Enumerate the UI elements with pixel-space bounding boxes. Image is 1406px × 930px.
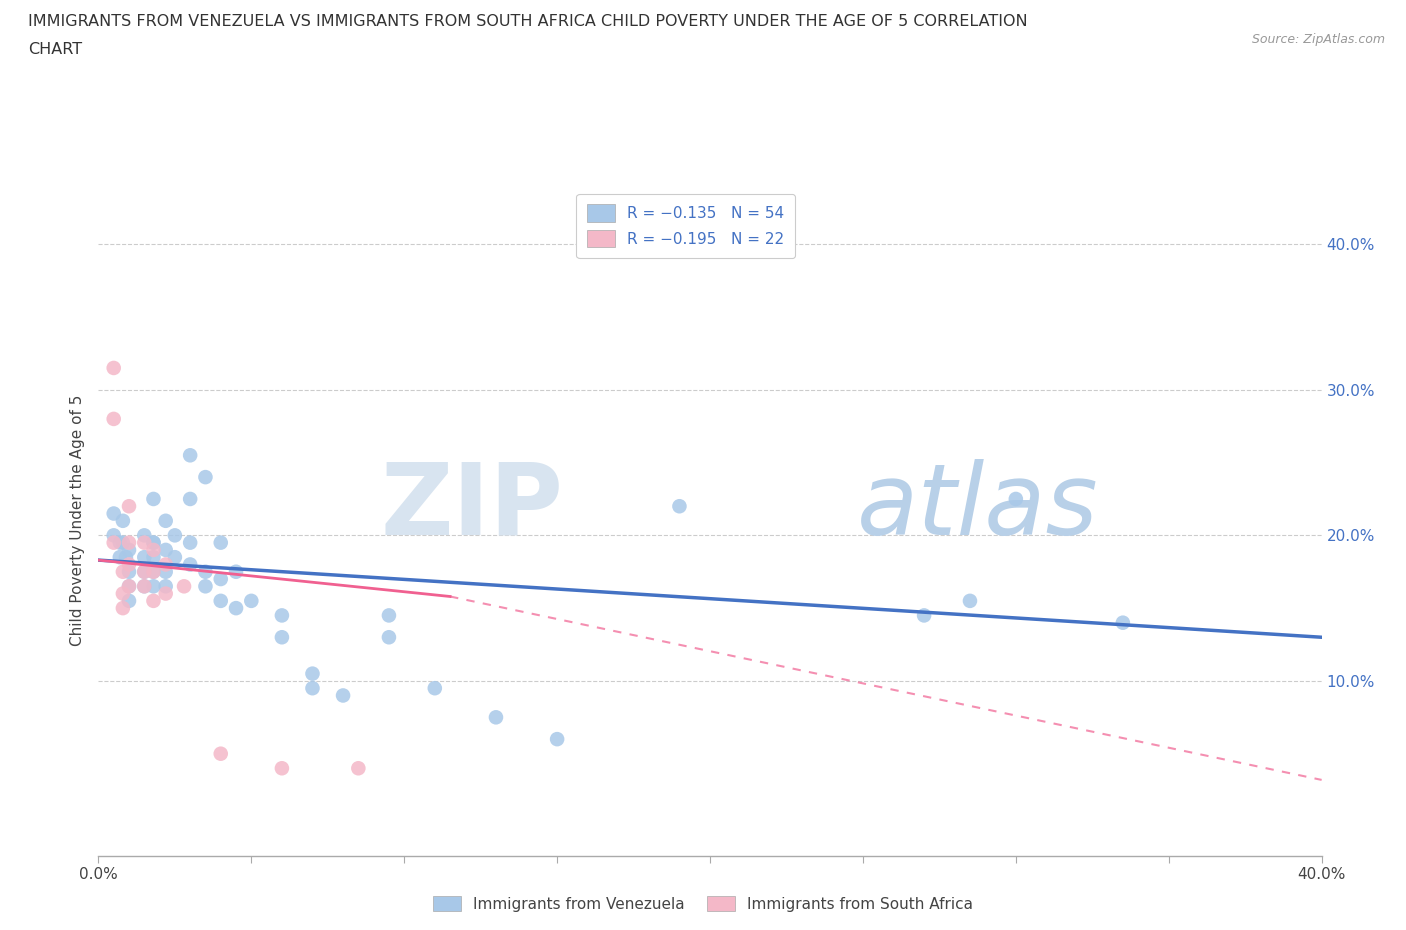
Point (270, 608, 292, 623)
Point (155, 513, 177, 528)
Point (423, 681, 446, 696)
Point (142, 565, 165, 579)
Point (209, 572, 232, 587)
Point (225, 601, 247, 616)
Point (134, 528, 156, 543)
Point (209, 535, 232, 550)
Point (194, 578, 217, 593)
Point (134, 565, 156, 579)
Y-axis label: Child Poverty Under the Age of 5: Child Poverty Under the Age of 5 (70, 395, 86, 646)
Point (142, 492, 165, 507)
Text: Source: ZipAtlas.com: Source: ZipAtlas.com (1251, 33, 1385, 46)
Point (134, 578, 156, 593)
Point (118, 578, 141, 593)
Point (179, 535, 201, 550)
Point (959, 593, 981, 608)
Point (118, 542, 141, 557)
Point (134, 565, 156, 579)
Point (118, 565, 141, 579)
Point (347, 761, 370, 776)
Point (103, 528, 125, 543)
Point (111, 601, 134, 616)
Point (1004, 492, 1026, 507)
Point (108, 550, 131, 565)
Point (668, 498, 690, 513)
Point (155, 557, 177, 572)
Text: atlas: atlas (856, 458, 1098, 556)
Point (378, 630, 401, 644)
Point (155, 578, 177, 593)
Point (118, 593, 141, 608)
Point (240, 593, 263, 608)
Point (209, 593, 232, 608)
Point (179, 492, 201, 507)
Point (134, 550, 156, 565)
Point (155, 565, 177, 579)
Point (301, 666, 323, 681)
Point (142, 578, 165, 593)
Point (301, 681, 323, 696)
Point (485, 710, 508, 724)
Point (209, 746, 232, 761)
Point (912, 608, 935, 623)
Point (134, 535, 156, 550)
Text: ZIP: ZIP (381, 458, 564, 556)
Point (142, 542, 165, 557)
Point (118, 535, 141, 550)
Point (179, 448, 201, 463)
Point (118, 578, 141, 593)
Point (155, 542, 177, 557)
Point (142, 593, 165, 608)
Text: IMMIGRANTS FROM VENEZUELA VS IMMIGRANTS FROM SOUTH AFRICA CHILD POVERTY UNDER TH: IMMIGRANTS FROM VENEZUELA VS IMMIGRANTS … (28, 14, 1028, 29)
Point (142, 550, 165, 565)
Point (103, 506, 125, 521)
Point (108, 535, 131, 550)
Point (225, 565, 247, 579)
Point (134, 578, 156, 593)
Point (103, 411, 125, 426)
Point (142, 535, 165, 550)
Point (111, 513, 134, 528)
Point (173, 578, 195, 593)
Legend: R = −0.135   N = 54, R = −0.195   N = 22: R = −0.135 N = 54, R = −0.195 N = 22 (576, 193, 794, 258)
Point (118, 557, 141, 572)
Point (103, 361, 125, 376)
Point (118, 498, 141, 513)
Point (270, 630, 292, 644)
Point (111, 586, 134, 601)
Point (155, 586, 177, 601)
Point (142, 565, 165, 579)
Point (179, 557, 201, 572)
Point (546, 732, 568, 747)
Point (142, 535, 165, 550)
Point (111, 535, 134, 550)
Text: CHART: CHART (28, 42, 82, 57)
Point (194, 565, 217, 579)
Point (163, 550, 186, 565)
Point (378, 608, 401, 623)
Point (163, 528, 186, 543)
Point (270, 761, 292, 776)
Point (111, 565, 134, 579)
Legend: Immigrants from Venezuela, Immigrants from South Africa: Immigrants from Venezuela, Immigrants fr… (427, 889, 979, 918)
Point (115, 550, 138, 565)
Point (103, 535, 125, 550)
Point (332, 688, 354, 703)
Point (1112, 616, 1135, 631)
Point (194, 470, 217, 485)
